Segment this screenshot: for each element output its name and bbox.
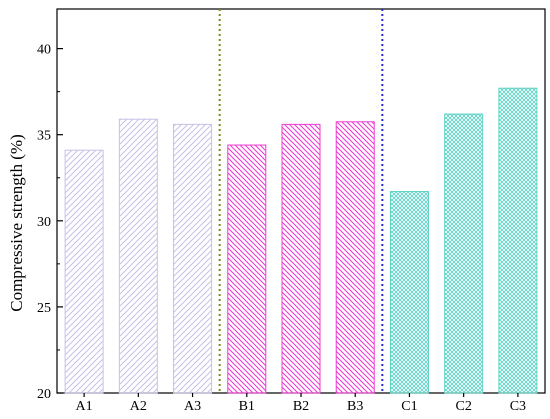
y-tick-label: 30 xyxy=(37,215,51,230)
y-axis-label: Compressive strength (%) xyxy=(7,134,26,312)
x-tick-label-a1: A1 xyxy=(76,399,93,414)
y-tick-label: 40 xyxy=(37,43,51,58)
y-tick-label: 20 xyxy=(37,387,51,402)
x-tick-label-b1: B1 xyxy=(239,399,255,414)
x-tick-label-a3: A3 xyxy=(184,399,201,414)
bar-c3 xyxy=(498,87,538,394)
x-tick-label-c2: C2 xyxy=(455,399,471,414)
y-tick-label: 35 xyxy=(37,129,51,144)
bar-c1 xyxy=(389,191,429,394)
group-separators xyxy=(218,9,384,393)
x-tick-label-b2: B2 xyxy=(293,399,309,414)
y-axis: 20 25 30 35 40 xyxy=(37,43,63,402)
bars xyxy=(64,87,538,394)
x-tick-label-c3: C3 xyxy=(510,399,526,414)
x-tick-label-b3: B3 xyxy=(347,399,363,414)
bar-a3 xyxy=(173,123,213,394)
bar-b3 xyxy=(335,121,375,394)
x-axis: A1 A2 A3 B1 B2 B3 C1 C2 C3 xyxy=(76,393,526,414)
x-tick-label-a2: A2 xyxy=(130,399,147,414)
x-tick-label-c1: C1 xyxy=(401,399,417,414)
bar-b2 xyxy=(281,123,321,394)
bar-a2 xyxy=(118,118,158,394)
bar-c2 xyxy=(444,113,484,394)
bar-a1 xyxy=(64,149,104,394)
bar-b1 xyxy=(227,144,267,394)
y-tick-label: 25 xyxy=(37,301,51,316)
